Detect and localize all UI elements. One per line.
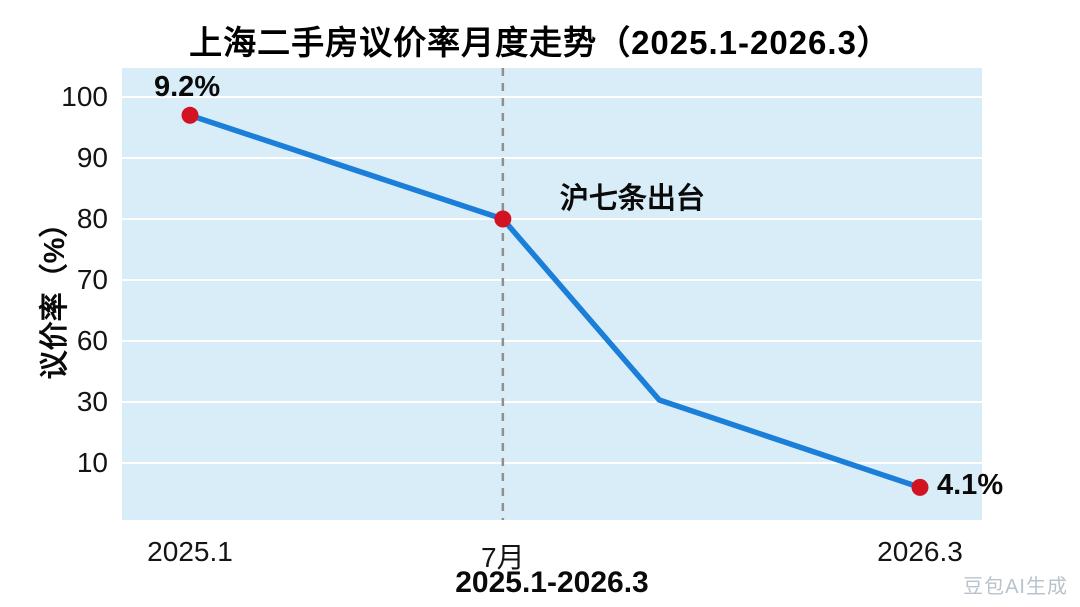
x-tick-label: 2026.3 <box>877 536 963 567</box>
x-tick-label: 2025.1 <box>147 536 233 567</box>
line-chart-svg <box>122 68 982 520</box>
y-tick-label: 90 <box>76 142 108 173</box>
data-point-marker <box>911 478 929 496</box>
trend-line <box>187 112 923 491</box>
y-tick-label: 10 <box>76 447 108 478</box>
x-axis-title: 2025.1-2026.3 <box>455 566 649 599</box>
data-point-marker <box>494 210 512 228</box>
data-point-marker <box>181 106 199 124</box>
last-point-label: 4.1% <box>937 469 1004 502</box>
y-axis-title: 议价率（%） <box>39 208 71 380</box>
first-point-label: 9.2% <box>154 71 221 104</box>
watermark: 豆包AI生成 <box>963 576 1068 598</box>
event-annotation: 沪七条出台 <box>559 183 705 215</box>
chart-title: 上海二手房议价率月度走势（2025.1-2026.3） <box>189 24 891 61</box>
y-tick-label: 30 <box>76 386 108 417</box>
plot-area: 9.2% 沪七条出台 4.1% <box>122 68 1003 520</box>
y-tick-label: 100 <box>61 81 108 112</box>
